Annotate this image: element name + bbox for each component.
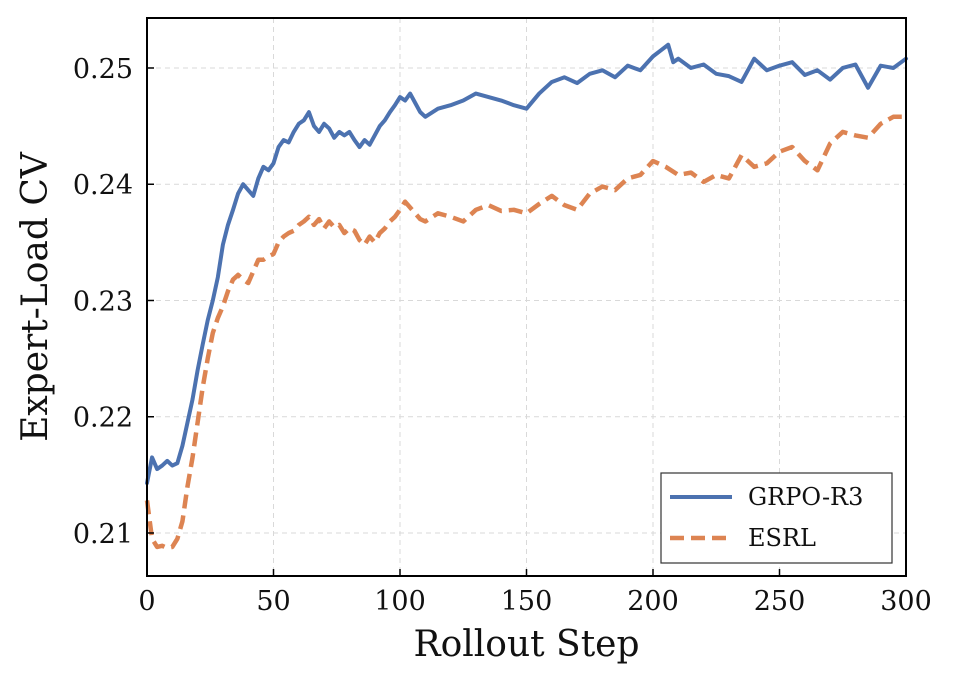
- y-axis: 0.21 0.22 0.23 0.24 0.25: [73, 54, 154, 550]
- x-axis-label: Rollout Step: [413, 624, 639, 665]
- y-tick-label: 0.21: [73, 519, 133, 550]
- y-tick-label: 0.25: [73, 54, 133, 85]
- x-tick-label: 50: [256, 586, 290, 617]
- y-tick-label: 0.24: [73, 170, 133, 201]
- x-tick-label: 250: [754, 586, 806, 617]
- legend-label-esrl: ESRL: [748, 524, 816, 552]
- x-tick-label: 100: [374, 586, 426, 617]
- x-tick-label: 200: [627, 586, 679, 617]
- x-tick-label: 300: [880, 586, 932, 617]
- series-line-grpo-r3: [145, 42, 908, 485]
- x-tick-label: 150: [501, 586, 553, 617]
- x-tick-label: 0: [138, 586, 155, 617]
- legend-label-grpo-r3: GRPO-R3: [748, 483, 863, 511]
- y-axis-label: Expert-Load CV: [15, 151, 56, 442]
- series-line-esrl: [144, 114, 906, 551]
- series-layer: [144, 42, 908, 551]
- legend: GRPO-R3 ESRL: [660, 472, 893, 564]
- legend-box: [660, 472, 893, 564]
- y-tick-label: 0.23: [73, 286, 133, 317]
- y-tick-label: 0.22: [73, 403, 133, 434]
- x-axis: 0 50 100 150 200 250 300: [138, 569, 932, 617]
